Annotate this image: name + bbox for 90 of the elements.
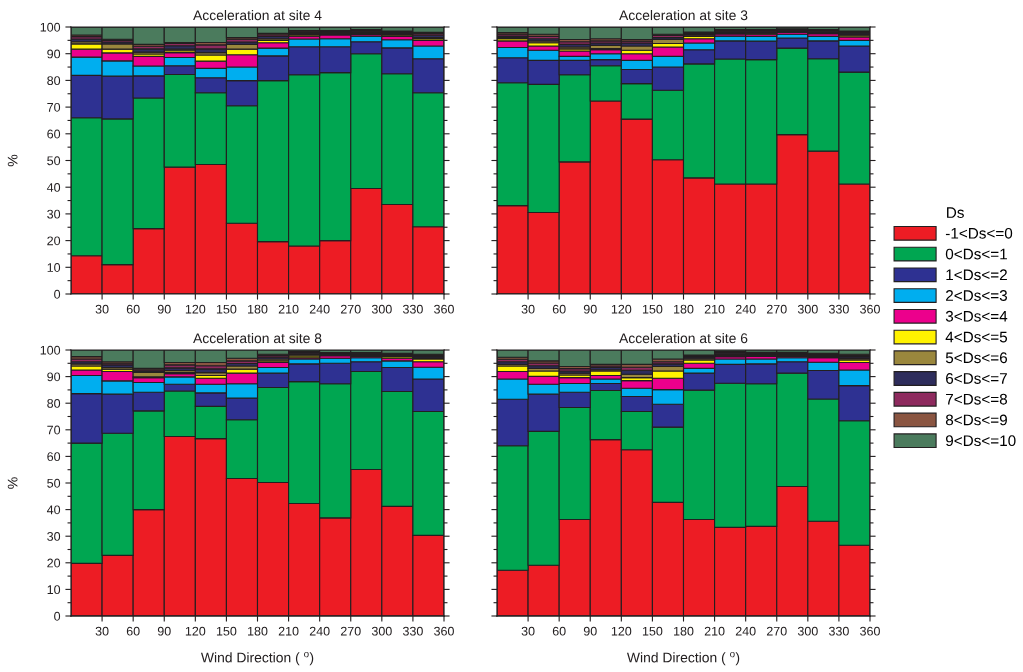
- x-tick-label: 360: [860, 626, 880, 636]
- y-tick-label: 0: [54, 289, 61, 299]
- x-tick-label: 210: [704, 304, 725, 314]
- x-tick-label: 90: [157, 304, 171, 314]
- x-tick-label: 60: [126, 304, 140, 314]
- y-tick-label: 50: [47, 478, 61, 488]
- x-tick-label: 300: [797, 304, 818, 314]
- x-tick-label: 300: [797, 626, 818, 636]
- legend-title: Ds: [947, 207, 964, 218]
- chart-title: Acceleration at site 3: [619, 9, 748, 21]
- x-tick-label: 90: [157, 626, 171, 636]
- legend-label: 2<Ds<=3: [946, 290, 1008, 301]
- x-tick-label: 210: [278, 304, 299, 314]
- y-axis-title: %: [7, 477, 18, 489]
- x-tick-label: 30: [521, 626, 535, 636]
- x-tick-label: 120: [611, 304, 632, 314]
- legend-label: 9<Ds<=10: [945, 435, 1016, 447]
- x-tick-label: 360: [434, 304, 454, 314]
- x-tick-label: 150: [642, 626, 663, 636]
- y-tick-label: 60: [47, 129, 61, 139]
- x-axis-title: Wind Direction ( $^{o}$): [200, 651, 314, 666]
- legend-label: 7<Ds<=8: [946, 393, 1008, 405]
- y-tick-label: 40: [46, 183, 61, 192]
- y-axis-title: %: [7, 154, 18, 167]
- y-tick-label: 90: [47, 372, 61, 382]
- x-tick-label: 90: [583, 626, 597, 636]
- x-axis-title: Wind Direction ( $^{o}$): [626, 651, 740, 666]
- x-tick-label: 150: [216, 304, 237, 314]
- x-tick-label: 210: [704, 626, 725, 636]
- y-tick-label: 80: [47, 399, 61, 408]
- x-tick-label: 60: [552, 626, 566, 636]
- y-tick-label: 20: [47, 236, 61, 246]
- legend-label: 6<Ds<=7: [946, 373, 1007, 384]
- x-tick-label: 270: [766, 626, 787, 636]
- y-tick-label: 0: [54, 611, 61, 621]
- x-tick-label: 180: [248, 304, 268, 314]
- x-tick-label: 270: [340, 626, 361, 636]
- x-tick-label: 120: [185, 304, 206, 314]
- x-tick-label: 60: [552, 304, 566, 314]
- x-tick-label: 300: [371, 304, 392, 314]
- y-tick-label: 20: [47, 558, 61, 568]
- x-tick-label: 330: [828, 304, 849, 314]
- x-tick-label: 150: [216, 626, 237, 636]
- legend-label: 8<Ds<=9: [945, 414, 1007, 426]
- x-tick-label: 240: [309, 304, 330, 314]
- chart-title: Acceleration at site 8: [193, 332, 322, 344]
- y-tick-label: 70: [47, 425, 61, 435]
- x-tick-label: 330: [402, 626, 423, 636]
- x-tick-label: 30: [95, 304, 109, 314]
- x-tick-label: 180: [674, 304, 694, 314]
- y-tick-label: 100: [40, 345, 61, 355]
- chart-title: Acceleration at site 6: [619, 332, 748, 344]
- x-tick-label: 330: [402, 304, 423, 314]
- legend-label: 5<Ds<=6: [945, 352, 1008, 364]
- chart-title: Acceleration at site 4: [193, 9, 322, 21]
- legend-label: -1<Ds<=0: [945, 227, 1013, 239]
- x-tick-label: 60: [126, 626, 140, 636]
- y-tick-label: 10: [47, 263, 61, 272]
- legend-label: 4<Ds<=5: [945, 331, 1008, 343]
- y-tick-label: 50: [47, 156, 61, 166]
- y-tick-label: 30: [47, 209, 61, 219]
- y-tick-label: 100: [40, 22, 61, 32]
- x-tick-label: 210: [278, 626, 299, 636]
- x-tick-label: 360: [860, 304, 880, 314]
- x-tick-label: 90: [583, 304, 597, 314]
- y-tick-label: 90: [47, 49, 61, 59]
- x-tick-label: 270: [766, 304, 787, 314]
- y-tick-label: 30: [47, 532, 61, 541]
- y-tick-label: 10: [47, 585, 61, 595]
- x-tick-label: 270: [340, 304, 361, 314]
- legend-label: 3<Ds<=4: [945, 310, 1008, 322]
- x-tick-label: 330: [828, 626, 849, 636]
- x-tick-label: 30: [95, 626, 109, 636]
- x-tick-label: 180: [674, 626, 694, 636]
- x-tick-label: 30: [521, 304, 535, 314]
- x-tick-label: 240: [309, 626, 330, 636]
- x-tick-label: 240: [735, 304, 756, 314]
- x-tick-label: 240: [735, 626, 756, 636]
- x-tick-label: 120: [185, 626, 206, 636]
- x-tick-label: 150: [642, 304, 663, 314]
- x-tick-label: 120: [611, 626, 632, 636]
- legend-label: 1<Ds<=2: [946, 269, 1007, 281]
- legend-label: 0<Ds<=1: [945, 248, 1007, 260]
- y-tick-label: 60: [47, 452, 61, 462]
- x-tick-label: 180: [248, 626, 268, 636]
- y-tick-label: 80: [47, 76, 61, 86]
- y-tick-label: 40: [46, 505, 61, 515]
- y-tick-label: 70: [47, 102, 61, 112]
- x-tick-label: 360: [434, 626, 454, 636]
- x-tick-label: 300: [371, 626, 392, 636]
